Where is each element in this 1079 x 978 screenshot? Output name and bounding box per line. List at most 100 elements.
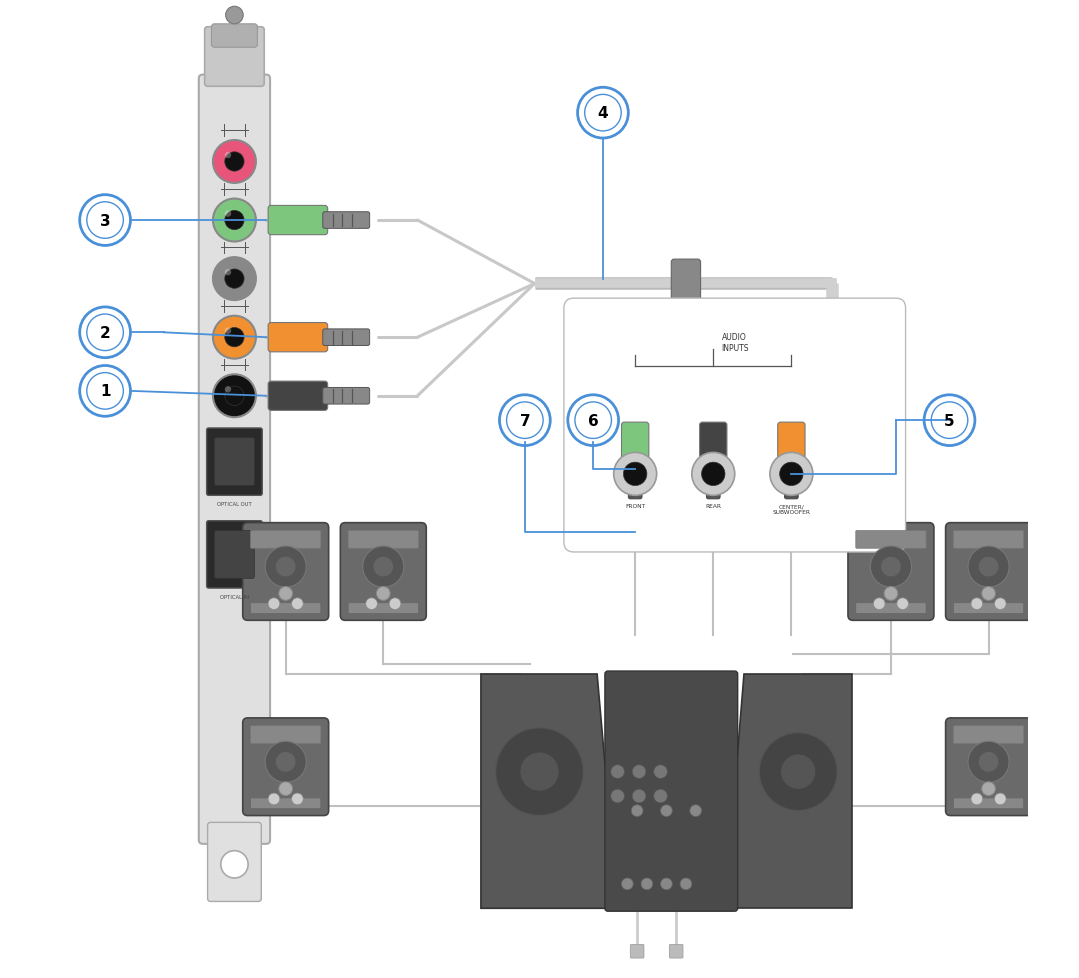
- Circle shape: [213, 258, 256, 301]
- Circle shape: [689, 805, 701, 817]
- Text: OPTICAL IN: OPTICAL IN: [220, 595, 249, 600]
- Circle shape: [611, 789, 625, 803]
- Text: 5: 5: [944, 414, 955, 428]
- FancyBboxPatch shape: [207, 822, 261, 902]
- Circle shape: [760, 733, 837, 811]
- Circle shape: [278, 782, 292, 796]
- FancyBboxPatch shape: [945, 718, 1032, 816]
- FancyBboxPatch shape: [699, 422, 727, 467]
- FancyBboxPatch shape: [669, 945, 683, 958]
- Circle shape: [224, 211, 231, 217]
- Circle shape: [632, 789, 646, 803]
- Circle shape: [291, 793, 303, 805]
- Text: 1: 1: [100, 384, 110, 399]
- Circle shape: [213, 200, 256, 243]
- FancyBboxPatch shape: [211, 24, 258, 48]
- Circle shape: [224, 386, 244, 406]
- FancyBboxPatch shape: [954, 603, 1024, 614]
- FancyBboxPatch shape: [349, 603, 419, 614]
- Circle shape: [982, 587, 996, 600]
- FancyBboxPatch shape: [250, 603, 320, 614]
- Circle shape: [278, 587, 292, 600]
- Circle shape: [897, 599, 909, 610]
- FancyBboxPatch shape: [268, 381, 328, 411]
- Circle shape: [265, 741, 306, 782]
- FancyBboxPatch shape: [206, 428, 262, 496]
- FancyBboxPatch shape: [268, 323, 328, 352]
- Circle shape: [971, 599, 983, 610]
- Polygon shape: [725, 674, 852, 909]
- Circle shape: [701, 463, 725, 486]
- FancyBboxPatch shape: [707, 472, 720, 500]
- FancyBboxPatch shape: [250, 798, 320, 809]
- Text: 6: 6: [588, 414, 599, 428]
- Circle shape: [213, 317, 256, 359]
- Circle shape: [213, 375, 256, 418]
- Circle shape: [221, 851, 248, 878]
- FancyBboxPatch shape: [605, 671, 738, 911]
- Circle shape: [979, 556, 999, 577]
- Circle shape: [224, 270, 231, 276]
- Circle shape: [654, 765, 668, 778]
- FancyBboxPatch shape: [323, 330, 370, 346]
- FancyBboxPatch shape: [954, 531, 1024, 549]
- Circle shape: [377, 587, 391, 600]
- Circle shape: [224, 329, 231, 334]
- FancyBboxPatch shape: [778, 422, 805, 467]
- FancyBboxPatch shape: [323, 388, 370, 405]
- Circle shape: [224, 386, 231, 393]
- Circle shape: [224, 270, 244, 289]
- Circle shape: [614, 453, 657, 496]
- Text: 2: 2: [99, 326, 110, 340]
- Circle shape: [995, 599, 1006, 610]
- Text: OPTICAL OUT: OPTICAL OUT: [217, 502, 251, 507]
- FancyBboxPatch shape: [243, 523, 329, 621]
- Text: 7: 7: [520, 414, 530, 428]
- Circle shape: [884, 587, 898, 600]
- FancyBboxPatch shape: [340, 523, 426, 621]
- Circle shape: [654, 789, 668, 803]
- Text: 3: 3: [99, 213, 110, 228]
- FancyBboxPatch shape: [243, 718, 329, 816]
- FancyBboxPatch shape: [848, 523, 934, 621]
- Polygon shape: [481, 674, 617, 909]
- Circle shape: [631, 805, 643, 817]
- Circle shape: [611, 765, 625, 778]
- Circle shape: [226, 7, 243, 24]
- Circle shape: [660, 878, 672, 890]
- FancyBboxPatch shape: [630, 945, 644, 958]
- Circle shape: [641, 878, 653, 890]
- FancyBboxPatch shape: [671, 260, 700, 309]
- FancyBboxPatch shape: [856, 603, 926, 614]
- Circle shape: [224, 211, 244, 231]
- Circle shape: [968, 547, 1009, 588]
- Circle shape: [275, 556, 296, 577]
- Circle shape: [495, 728, 584, 816]
- FancyBboxPatch shape: [268, 206, 328, 236]
- FancyBboxPatch shape: [784, 472, 798, 500]
- Text: AUDIO
INPUTS: AUDIO INPUTS: [721, 333, 749, 352]
- FancyBboxPatch shape: [856, 531, 926, 549]
- FancyBboxPatch shape: [215, 438, 255, 486]
- Circle shape: [520, 752, 559, 791]
- Circle shape: [770, 453, 812, 496]
- Circle shape: [622, 878, 633, 890]
- FancyBboxPatch shape: [945, 523, 1032, 621]
- Circle shape: [291, 599, 303, 610]
- Circle shape: [995, 793, 1006, 805]
- Circle shape: [680, 878, 692, 890]
- FancyBboxPatch shape: [206, 521, 262, 589]
- Circle shape: [224, 153, 244, 172]
- Circle shape: [873, 599, 885, 610]
- FancyBboxPatch shape: [628, 472, 642, 500]
- Circle shape: [979, 752, 999, 773]
- FancyBboxPatch shape: [954, 726, 1024, 743]
- Circle shape: [968, 741, 1009, 782]
- Circle shape: [780, 754, 816, 789]
- Circle shape: [224, 153, 231, 159]
- Circle shape: [660, 805, 672, 817]
- Circle shape: [275, 752, 296, 773]
- FancyBboxPatch shape: [250, 531, 320, 549]
- FancyBboxPatch shape: [215, 531, 255, 579]
- Circle shape: [224, 329, 244, 347]
